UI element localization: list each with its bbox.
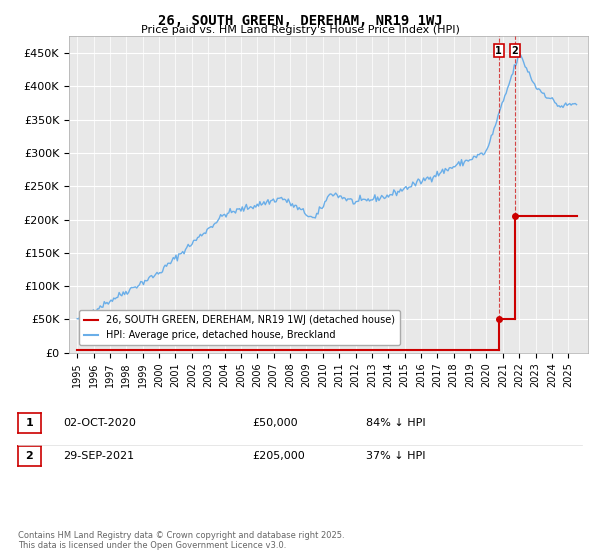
Text: 2: 2 [26, 451, 33, 461]
Legend: 26, SOUTH GREEN, DEREHAM, NR19 1WJ (detached house), HPI: Average price, detache: 26, SOUTH GREEN, DEREHAM, NR19 1WJ (deta… [79, 310, 400, 345]
Text: 26, SOUTH GREEN, DEREHAM, NR19 1WJ: 26, SOUTH GREEN, DEREHAM, NR19 1WJ [158, 14, 442, 28]
Text: 02-OCT-2020: 02-OCT-2020 [63, 418, 136, 428]
Text: £50,000: £50,000 [252, 418, 298, 428]
Text: 1: 1 [26, 418, 33, 428]
Text: £205,000: £205,000 [252, 451, 305, 461]
Text: Price paid vs. HM Land Registry's House Price Index (HPI): Price paid vs. HM Land Registry's House … [140, 25, 460, 35]
Text: Contains HM Land Registry data © Crown copyright and database right 2025.
This d: Contains HM Land Registry data © Crown c… [18, 530, 344, 550]
Text: 29-SEP-2021: 29-SEP-2021 [63, 451, 134, 461]
Text: 37% ↓ HPI: 37% ↓ HPI [366, 451, 425, 461]
Text: 84% ↓ HPI: 84% ↓ HPI [366, 418, 425, 428]
Text: 1: 1 [496, 45, 502, 55]
Text: 2: 2 [512, 45, 518, 55]
